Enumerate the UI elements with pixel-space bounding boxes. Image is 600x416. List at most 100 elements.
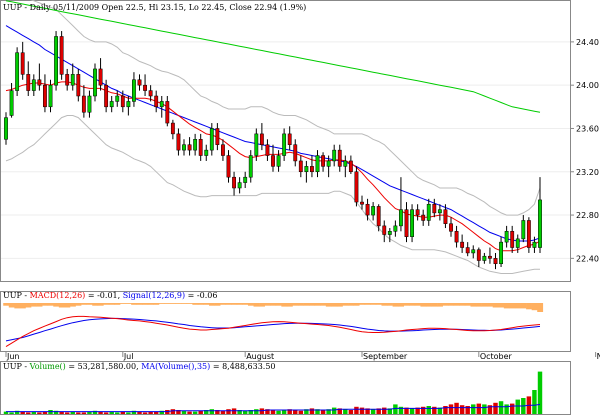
volume-bar [471, 404, 476, 414]
volume-bar [31, 411, 37, 414]
macd-hist-bar [97, 303, 104, 306]
candle-body [159, 101, 164, 108]
macd-hist-bar [108, 303, 115, 305]
macd-hist-bar [464, 303, 471, 306]
macd-hist-bar [275, 303, 282, 306]
macd-hist-bar [259, 303, 265, 307]
macd-hist-bar [203, 303, 210, 305]
macd-hist-bar [481, 303, 488, 307]
volume-bar [153, 411, 159, 414]
macd-hist-bar [309, 303, 316, 306]
volume-bar [465, 406, 470, 414]
volume-bar [81, 412, 87, 414]
volume-bar [437, 407, 443, 414]
macd-hist-bar [92, 303, 99, 306]
candle-body [54, 36, 58, 86]
macd-hist-bar [281, 303, 288, 307]
volume-bar [537, 371, 543, 414]
candle-body [4, 117, 8, 140]
volume-bar [9, 412, 14, 414]
volume-bar [326, 409, 331, 414]
candle-body [176, 133, 181, 151]
volume-bar [64, 412, 70, 414]
macd-hist-bar [242, 303, 249, 305]
macd-hist-bar [36, 303, 43, 307]
candle-body [76, 74, 81, 97]
macd-hist-bar [520, 303, 527, 309]
candle-body [137, 79, 142, 86]
macd-hist-bar [437, 303, 443, 307]
candle-body [343, 160, 348, 167]
candle-body [426, 203, 431, 221]
candle-body [521, 220, 526, 240]
candle-body [126, 101, 131, 108]
macd-hist-bar [537, 303, 544, 312]
candle-body [443, 209, 448, 224]
volume-bar [242, 410, 248, 414]
volume-bar [393, 404, 398, 414]
candle-body [182, 144, 186, 151]
x-tick-label: September [363, 352, 408, 361]
macd-line [5, 315, 541, 348]
macd-hist-bar [19, 303, 26, 309]
macd-header: UUP - MACD(12,26) = -0.01, Signal(12,26,… [3, 291, 217, 300]
macd-hist-bar [331, 303, 338, 307]
volume-bar [331, 407, 337, 414]
volume-bar [448, 404, 454, 414]
candle-body [510, 231, 515, 248]
candle-body [148, 90, 153, 97]
macd-hist-bar [387, 303, 393, 306]
volume-bar [103, 412, 109, 414]
volume-bar [70, 411, 75, 414]
candle-body [488, 255, 492, 259]
volume-bar [142, 412, 148, 414]
candle-body [98, 68, 103, 86]
candle-body [282, 133, 287, 156]
candle-body [471, 249, 476, 254]
macd-hist-bar [42, 303, 49, 306]
candle-body [59, 36, 64, 75]
band-lower-line [5, 115, 540, 274]
candle-body [404, 209, 409, 237]
macd-hist-bar [414, 303, 421, 306]
candle-body [193, 139, 198, 151]
y-tick-label: 23.60 [576, 124, 599, 133]
candle-body [526, 220, 531, 248]
candle-body [315, 155, 320, 173]
volume-header: UUP - Volume() = 53,281,580.00, MA(Volum… [3, 362, 276, 371]
macd-hist-bar [431, 303, 438, 307]
volume-bar [59, 411, 64, 414]
volume-bar [348, 410, 354, 414]
macd-hist-bar [25, 303, 32, 308]
candle-body [209, 128, 214, 151]
macd-hist-bar [214, 303, 221, 306]
macd-hist-bar [86, 303, 93, 305]
macd-hist-bar [336, 303, 343, 307]
macd-hist-bar [381, 303, 388, 306]
volume-bar [109, 411, 114, 414]
volume-bar [298, 410, 304, 414]
macd-hist-bar [147, 303, 154, 305]
candle-body [37, 79, 42, 86]
candle-body [254, 133, 259, 156]
volume-bar [87, 411, 92, 414]
volume-bar [115, 412, 120, 414]
volume-ma-line [6, 403, 541, 413]
macd-hist-bar [320, 303, 327, 306]
macd-hist-bar [470, 303, 477, 307]
y-tick-label: 22.40 [576, 254, 599, 263]
candle-body [298, 160, 303, 173]
macd-hist-bar [236, 303, 243, 305]
macd-hist-bar [325, 303, 332, 307]
macd-hist-bar [58, 303, 65, 308]
volume-bar [454, 402, 459, 414]
macd-hist-bar [142, 303, 149, 305]
macd-hist-bar [375, 303, 382, 305]
candle-body [204, 149, 209, 156]
volume-bar [187, 411, 192, 414]
macd-hist-bar [247, 303, 254, 306]
macd-hist-bar [136, 303, 143, 305]
y-tick-label: 24.00 [576, 81, 599, 90]
volume-bar [26, 412, 31, 414]
candle-body [310, 166, 314, 173]
